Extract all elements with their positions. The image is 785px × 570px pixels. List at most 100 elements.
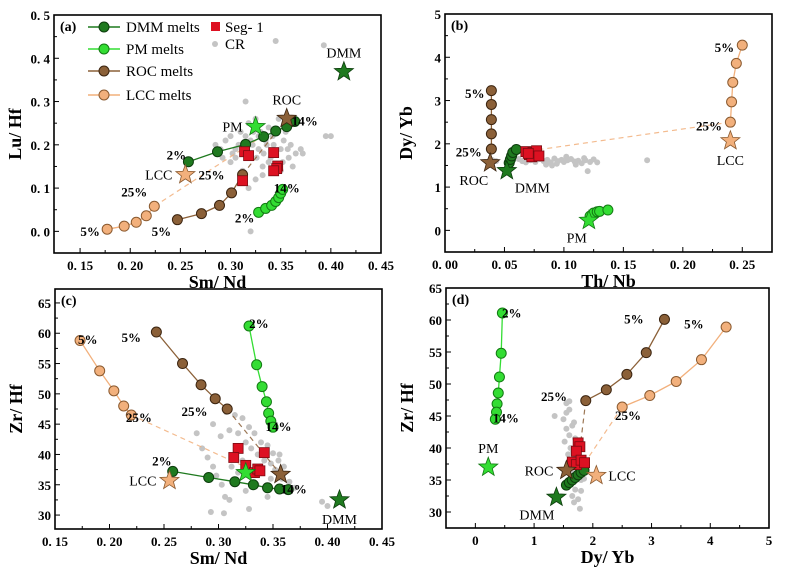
panel-b: ROC DMM PM LCC 5% 25% 5% 25% 0. 00 0. 05 0. 10 0. 1… <box>396 7 773 291</box>
cr-point <box>227 159 234 166</box>
lcc-melt-point <box>118 220 130 232</box>
axes-frame <box>54 288 383 530</box>
x-tick-label: 0. 05 <box>491 257 518 272</box>
cr-point <box>561 438 568 445</box>
roc-mixing-line <box>577 400 587 465</box>
y-tick-label: 45 <box>429 409 443 424</box>
cr-point <box>324 502 331 509</box>
roc-melt-point <box>640 347 652 359</box>
cr-point <box>220 510 227 517</box>
pm-melt-point <box>495 347 507 359</box>
cr-point <box>327 133 334 140</box>
end-member-label: LCC <box>129 475 156 490</box>
percent-annotation: 2% <box>502 306 522 321</box>
lcc-melt-point <box>644 390 656 402</box>
y-tick-label: 0. 2 <box>31 138 51 153</box>
cr-point <box>242 487 249 494</box>
cr-point <box>247 228 254 235</box>
roc-melt-point <box>485 98 497 110</box>
panel-label: (b) <box>451 19 468 34</box>
x-tick-label: 0. 10 <box>551 257 577 272</box>
cr-point <box>270 450 276 457</box>
cr-point <box>581 155 588 162</box>
end-member-label: PM <box>567 231 588 246</box>
percent-annotation: 5% <box>715 40 735 55</box>
percent-annotation: 2% <box>167 148 187 163</box>
y-tick-label: 50 <box>38 387 51 402</box>
cr-point <box>265 159 272 166</box>
pm-end-member-star <box>578 209 600 230</box>
legend-marker <box>212 41 218 47</box>
end-member-label: ROC <box>272 93 301 108</box>
y-axis-title: Lu/ Hf <box>5 107 25 160</box>
cr-point <box>566 432 573 439</box>
cr-point <box>237 128 244 135</box>
legend-marker <box>98 89 110 101</box>
x-tick-label: 1 <box>531 533 538 548</box>
lcc-melt-point <box>727 76 739 88</box>
roc-melt-point <box>600 384 612 396</box>
cr-point <box>578 487 585 494</box>
cr-point <box>572 486 579 493</box>
y-tick-label: 2 <box>435 137 442 152</box>
dmm-melt-point <box>510 143 522 155</box>
y-tick-label: 3 <box>435 94 442 109</box>
end-member-label: ROC <box>525 464 554 479</box>
x-tick-label: 0. 25 <box>167 258 194 273</box>
x-tick-label: 0. 15 <box>42 534 69 549</box>
end-member-label: DMM <box>326 47 362 62</box>
dmm-melt-point <box>182 156 194 168</box>
lcc-melt-point <box>108 385 120 397</box>
cr-point <box>563 153 570 160</box>
roc-melt-point <box>171 214 183 226</box>
lcc-end-member-star <box>174 163 196 184</box>
legend-marker <box>98 43 110 55</box>
pm-melt-point <box>489 413 501 425</box>
y-tick-label: 40 <box>38 447 51 462</box>
end-member-label: LCC <box>145 169 172 184</box>
roc-melt-point <box>485 85 497 97</box>
x-tick-label: 0. 15 <box>610 257 637 272</box>
cr-point <box>553 160 560 167</box>
panel-label: (d) <box>452 293 469 308</box>
x-axis-title: Sm/ Nd <box>190 548 248 568</box>
cr-point <box>264 493 271 500</box>
cr-point <box>261 457 268 464</box>
y-tick-label: 60 <box>429 313 442 328</box>
dmm-melt-point <box>262 482 274 494</box>
pm-end-member-star <box>245 115 267 136</box>
cr-point <box>284 146 291 153</box>
x-axis-title: Sm/ Nd <box>189 272 247 292</box>
cr-point <box>276 451 283 458</box>
y-tick-label: 35 <box>429 473 443 488</box>
roc-melt-point <box>221 403 233 415</box>
cr-point <box>292 150 299 157</box>
cr-point <box>242 439 249 446</box>
y-tick-label: 0. 1 <box>31 181 51 196</box>
panel-label: (c) <box>61 294 77 309</box>
dmm-end-member-star <box>333 60 355 81</box>
cr-point <box>277 146 284 153</box>
legend-marker <box>98 21 110 33</box>
pm-melt-point <box>492 387 504 399</box>
cr-point <box>213 472 220 479</box>
lcc-melt-point <box>724 116 736 128</box>
percent-annotation: 2% <box>152 454 172 469</box>
roc-melt-point <box>485 128 497 140</box>
percent-annotation: 5% <box>122 330 142 345</box>
cr-point <box>260 150 267 157</box>
percent-annotation: 5% <box>624 311 644 326</box>
cr-point <box>217 433 224 440</box>
cr-point <box>576 505 583 512</box>
cr-point <box>265 124 272 131</box>
lcc-end-member-star <box>158 469 181 490</box>
percent-annotation: 25% <box>615 408 641 423</box>
pm-melt-point <box>260 396 272 408</box>
y-tick-label: 55 <box>38 357 52 372</box>
y-tick-label: 60 <box>38 326 51 341</box>
cr-point <box>218 481 225 488</box>
y-tick-label: 30 <box>38 508 51 523</box>
legend-label: Seg- 1 <box>225 20 264 36</box>
pm-melt-point <box>267 421 279 433</box>
